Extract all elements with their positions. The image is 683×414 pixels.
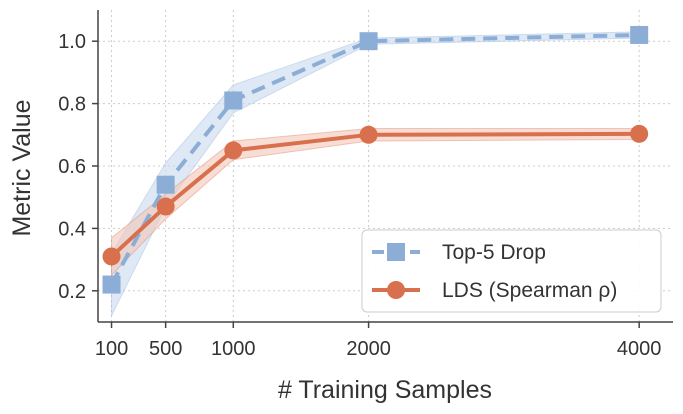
marker-lds: [359, 125, 378, 144]
marker-top5: [359, 32, 378, 51]
legend-marker-lds: [387, 281, 405, 299]
x-tick-label: 4000: [617, 338, 662, 360]
marker-top5: [224, 91, 243, 110]
series-markers: [102, 25, 649, 294]
x-axis-label: # Training Samples: [278, 376, 492, 404]
y-tick-label: 0.6: [58, 156, 86, 178]
x-tick-label: 1000: [211, 338, 256, 360]
legend-box: [361, 229, 662, 313]
y-axis-label: Metric Value: [8, 99, 36, 236]
y-tick-label: 1.0: [58, 31, 86, 53]
marker-lds: [224, 141, 243, 160]
y-tick-label: 0.4: [58, 218, 86, 240]
legend: Top-5 Drop LDS (Spearman ρ): [361, 229, 662, 313]
marker-top5: [102, 275, 121, 294]
x-tick-label: 100: [95, 338, 128, 360]
marker-lds: [630, 124, 649, 143]
y-tick-label: 0.2: [58, 281, 86, 303]
marker-top5: [156, 175, 175, 194]
x-tick-label: 500: [149, 338, 182, 360]
legend-label-lds: LDS (Spearman ρ): [442, 279, 617, 302]
legend-label-top5: Top-5 Drop: [442, 241, 546, 264]
x-tick-label: 2000: [346, 338, 391, 360]
marker-lds: [102, 247, 121, 266]
legend-marker-top5: [387, 243, 405, 261]
ticks: 0.2 0.4 0.6 0.8 1.0 100 500 1000 2000 4000: [58, 31, 661, 360]
marker-top5: [630, 25, 649, 44]
marker-lds: [156, 197, 175, 216]
y-tick-label: 0.8: [58, 94, 86, 116]
